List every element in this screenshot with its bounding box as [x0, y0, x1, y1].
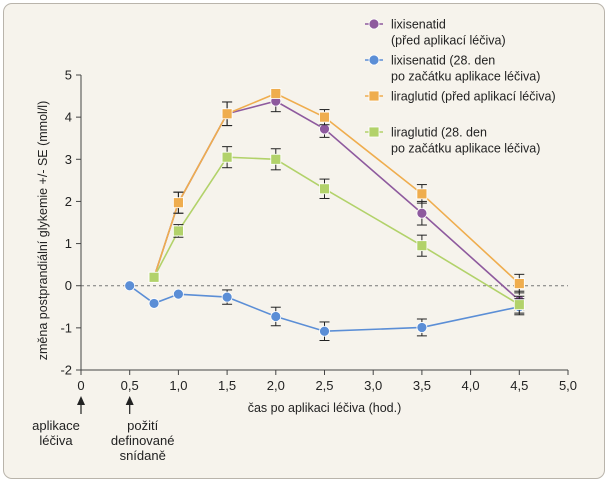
series-4 — [148, 146, 525, 314]
legend-label-line2: po začátku aplikace léčiva) — [391, 70, 540, 84]
y-ticks: -2 -1 0 1 2 3 4 5 — [60, 68, 81, 378]
annotation-text: požití — [127, 418, 158, 433]
y-tick-label: -2 — [60, 363, 72, 378]
data-point — [416, 322, 428, 333]
y-tick-label: 4 — [65, 110, 72, 125]
x-tick-label: 0,5 — [121, 378, 139, 393]
x-tick-label: 2,0 — [267, 378, 285, 393]
data-point — [319, 111, 330, 123]
y-tick-label: 5 — [65, 68, 72, 83]
y-tick-label: 0 — [65, 278, 72, 293]
y-tick-label: -1 — [60, 320, 72, 335]
annotation-text: definované — [111, 433, 175, 448]
data-point — [416, 188, 428, 200]
series-line — [153, 156, 520, 306]
x-axis-label: čas po aplikaci léčiva (hod.) — [248, 401, 402, 415]
legend-marker — [368, 54, 380, 66]
annotation-text: snídaně — [120, 448, 166, 463]
x-tick-label: 0 — [77, 378, 84, 393]
legend-label: lixisenatid — [391, 18, 446, 32]
arrow-head-icon — [125, 396, 134, 405]
data-point — [319, 325, 330, 337]
legend: lixisenatid(před aplikací léčiva)lixisen… — [365, 18, 556, 156]
data-point — [124, 280, 136, 292]
legend-item-1: lixisenatid (před aplikací léčiva) — [365, 18, 506, 48]
x-tick-label: 1,5 — [218, 378, 236, 393]
x-ticks: 0 0,5 1,0 1,5 2,0 2,5 3,0 3,5 4,0 4,5 5,0 — [77, 370, 577, 393]
arrow-head-icon — [77, 396, 85, 405]
x-tick-label: 5,0 — [559, 378, 577, 393]
y-axis-label: změna postprandiální glykemie +/- SE (mm… — [36, 101, 50, 360]
data-point — [221, 291, 233, 303]
series-1 — [148, 90, 525, 311]
data-point — [513, 278, 525, 290]
legend-marker — [368, 126, 380, 138]
legend-label: liraglutid (před aplikací léčiva) — [391, 90, 556, 104]
data-point — [148, 271, 160, 283]
legend-marker — [368, 18, 380, 30]
data-point — [416, 207, 428, 219]
legend-label: liraglutid (28. den — [391, 126, 487, 140]
data-point — [221, 108, 233, 120]
legend-item-3: liraglutid (před aplikací léčiva) — [365, 90, 556, 104]
x-tick-label: 3,5 — [413, 378, 431, 393]
series-line — [153, 92, 520, 285]
legend-label: lixisenatid (28. den — [391, 54, 495, 68]
annotation-text: léčiva — [39, 433, 73, 448]
data-point — [270, 311, 282, 322]
data-point — [172, 288, 184, 300]
y-tick-label: 3 — [65, 152, 72, 167]
series-3 — [148, 88, 525, 294]
series-layer — [124, 88, 525, 341]
annotation-text: aplikace — [32, 418, 80, 433]
x-tick-label: 4,0 — [462, 378, 480, 393]
data-point — [319, 123, 330, 135]
data-point — [148, 298, 160, 309]
legend-item-2: lixisenatid (28. den po začátku aplikace … — [365, 54, 540, 84]
x-tick-label: 3,0 — [364, 378, 382, 393]
data-point — [513, 299, 525, 311]
data-point — [270, 88, 282, 99]
series-2 — [124, 280, 525, 341]
data-point — [416, 240, 428, 252]
data-point — [221, 151, 233, 163]
x-tick-label: 4,5 — [510, 378, 528, 393]
legend-item-4: liraglutid (28. den po začátku aplikace l… — [365, 126, 540, 156]
chart-frame — [3, 3, 605, 479]
legend-marker — [368, 90, 380, 102]
legend-label-line2: (před aplikací léčiva) — [391, 34, 506, 48]
y-tick-label: 1 — [65, 236, 72, 251]
x-tick-label: 2,5 — [315, 378, 333, 393]
x-tick-label: 1,0 — [169, 378, 187, 393]
y-tick-label: 2 — [65, 194, 72, 209]
legend-label-line2: po začátku aplikace léčiva) — [391, 142, 540, 156]
data-point — [172, 225, 184, 237]
data-point — [319, 183, 330, 195]
data-point — [270, 153, 282, 165]
data-point — [172, 197, 184, 209]
